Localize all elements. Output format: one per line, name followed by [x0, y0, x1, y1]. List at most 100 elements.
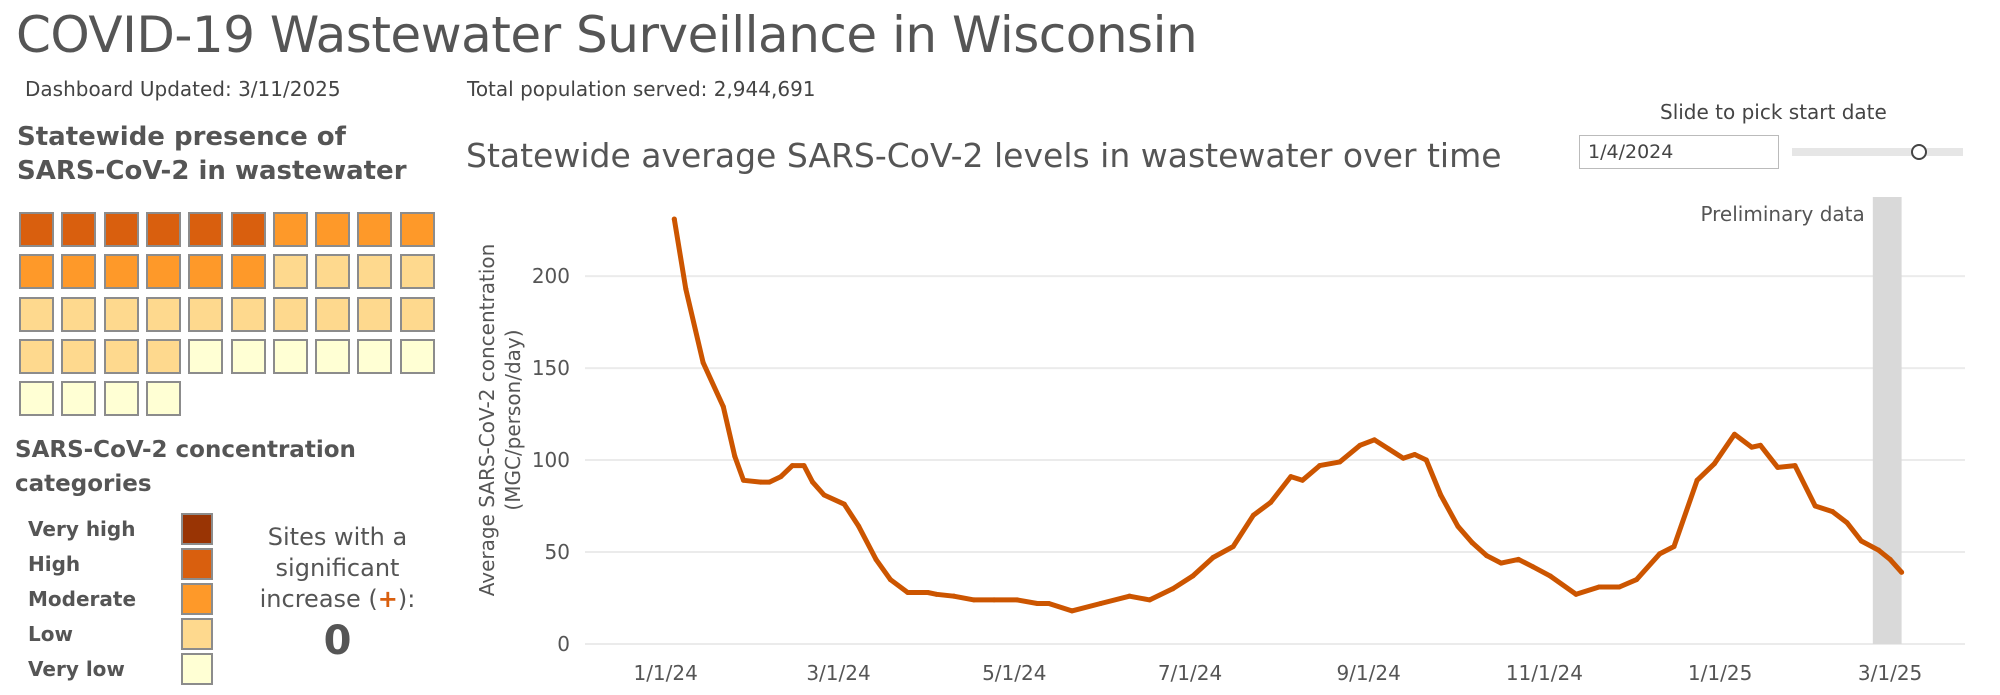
data-point — [1371, 437, 1377, 443]
site-square[interactable] — [103, 212, 139, 247]
legend-swatch — [181, 513, 213, 545]
site-square[interactable] — [357, 296, 393, 332]
y-tick-label: 0 — [557, 632, 570, 656]
site-square[interactable] — [230, 212, 266, 247]
data-point — [1014, 597, 1020, 603]
site-square[interactable] — [315, 212, 351, 247]
site-square[interactable] — [188, 338, 224, 374]
y-axis-label: Average SARS-CoV-2 concentration — [475, 244, 499, 597]
data-point — [801, 463, 807, 469]
start-date-slider-track[interactable] — [1792, 148, 1963, 156]
data-point — [766, 479, 772, 485]
data-point — [700, 360, 706, 366]
site-square[interactable] — [272, 296, 308, 332]
site-square[interactable] — [61, 212, 97, 247]
site-square[interactable] — [272, 338, 308, 374]
data-point — [1069, 608, 1075, 614]
x-tick-label: 3/1/25 — [1858, 661, 1922, 685]
data-point — [1423, 457, 1429, 463]
site-square[interactable] — [145, 338, 181, 374]
data-point — [887, 577, 893, 583]
site-square[interactable] — [103, 338, 139, 374]
site-square[interactable] — [357, 338, 393, 374]
site-square[interactable] — [230, 296, 266, 332]
preliminary-band — [1872, 197, 1902, 644]
site-square[interactable] — [61, 338, 97, 374]
site-square[interactable] — [19, 212, 54, 247]
site-square[interactable] — [188, 296, 224, 332]
plus-icon: + — [377, 585, 398, 613]
chart-title: Statewide average SARS-CoV-2 levels in w… — [466, 136, 1502, 175]
data-point — [1386, 446, 1392, 452]
site-square[interactable] — [357, 212, 393, 247]
data-point — [1250, 512, 1256, 518]
site-square[interactable] — [19, 381, 54, 417]
data-point — [1484, 553, 1490, 559]
data-point — [1337, 459, 1343, 465]
data-point — [1299, 477, 1305, 483]
site-square[interactable] — [103, 254, 139, 290]
data-point — [1749, 444, 1755, 450]
data-point — [1812, 503, 1818, 509]
site-square[interactable] — [272, 212, 308, 247]
site-square[interactable] — [145, 212, 181, 247]
data-point — [1711, 461, 1717, 467]
y-tick-label: 100 — [532, 448, 570, 472]
start-date-slider-handle[interactable] — [1910, 144, 1927, 160]
data-point — [951, 593, 957, 599]
legend-label: Very high — [28, 517, 136, 541]
x-tick-label: 9/1/24 — [1336, 661, 1400, 685]
site-square[interactable] — [103, 296, 139, 332]
site-square[interactable] — [19, 338, 54, 374]
data-point — [991, 597, 997, 603]
data-point — [1899, 569, 1905, 575]
site-square[interactable] — [61, 254, 97, 290]
data-point — [1657, 551, 1663, 557]
legend-label: Very low — [28, 657, 125, 681]
data-point — [789, 463, 795, 469]
data-point — [1317, 463, 1323, 469]
site-square[interactable] — [315, 338, 351, 374]
site-square[interactable] — [61, 381, 97, 417]
site-square[interactable] — [272, 254, 308, 290]
data-point — [1775, 464, 1781, 470]
site-square[interactable] — [188, 212, 224, 247]
data-point — [1147, 597, 1153, 603]
site-square[interactable] — [188, 254, 224, 290]
data-point — [1170, 586, 1176, 592]
site-square[interactable] — [61, 296, 97, 332]
site-square[interactable] — [19, 296, 54, 332]
site-square[interactable] — [399, 212, 435, 247]
data-point — [856, 523, 862, 529]
y-tick-label: 150 — [532, 356, 570, 380]
site-square[interactable] — [399, 254, 435, 290]
site-square[interactable] — [357, 254, 393, 290]
site-square[interactable] — [230, 338, 266, 374]
site-square[interactable] — [19, 254, 54, 290]
site-square[interactable] — [315, 296, 351, 332]
site-square[interactable] — [145, 296, 181, 332]
data-point — [1498, 560, 1504, 566]
data-point — [1400, 455, 1406, 461]
data-point — [971, 597, 977, 603]
data-point — [1634, 577, 1640, 583]
site-square[interactable] — [399, 338, 435, 374]
x-tick-label: 11/1/24 — [1506, 661, 1583, 685]
presence-heading: Statewide presence of SARS-CoV-2 in wast… — [17, 122, 407, 186]
data-point — [1268, 499, 1274, 505]
site-square[interactable] — [145, 381, 181, 417]
site-square[interactable] — [230, 254, 266, 290]
data-point — [1098, 601, 1104, 607]
start-date-input[interactable] — [1579, 135, 1779, 169]
site-square[interactable] — [103, 381, 139, 417]
site-square[interactable] — [145, 254, 181, 290]
data-point — [1876, 547, 1882, 553]
site-square[interactable] — [315, 254, 351, 290]
page-title: COVID-19 Wastewater Surveillance in Wisc… — [16, 6, 1198, 64]
data-point — [720, 404, 726, 410]
data-point — [905, 589, 911, 595]
site-square[interactable] — [399, 296, 435, 332]
data-point — [1829, 509, 1835, 515]
data-point — [1210, 555, 1216, 561]
